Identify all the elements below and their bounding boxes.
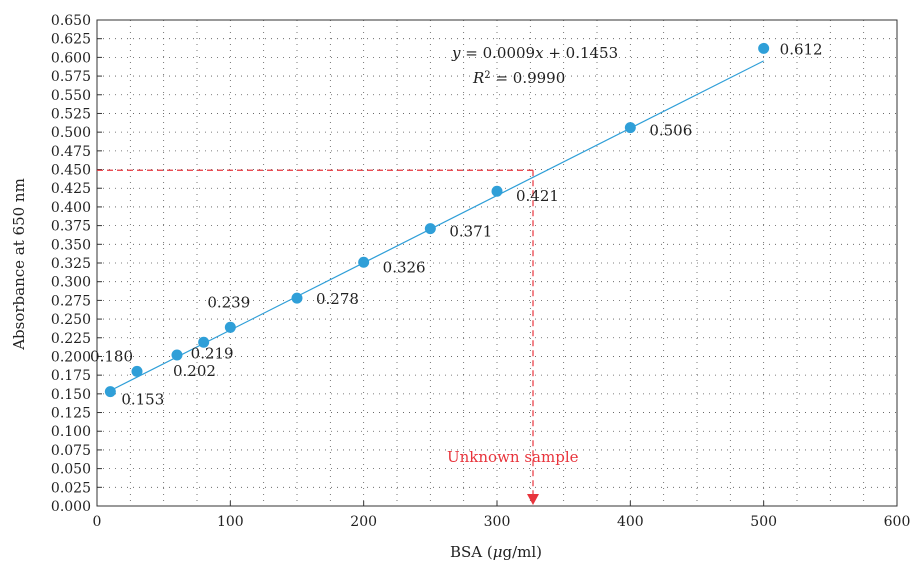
data-point	[131, 365, 143, 377]
y-axis-ticks: 0.000 0.025 0.050 0.075 0.100 0.125 0.150 0.175…	[51, 13, 102, 515]
y-tick-label: 0.625	[51, 32, 91, 48]
data-point	[198, 336, 210, 348]
y-tick-label: 0.225	[51, 331, 91, 347]
y-tick-label: 0.175	[51, 368, 91, 384]
data-point	[358, 256, 370, 268]
y-tick-label: 0.125	[51, 406, 91, 422]
y-tick-label: 0.475	[51, 144, 91, 160]
data-label: 0.202	[173, 362, 216, 380]
x-tick-label: 400	[617, 514, 644, 530]
y-tick-label: 0.550	[51, 88, 91, 104]
y-tick-label: 0.025	[51, 480, 91, 496]
y-tick-label: 0.250	[51, 312, 91, 328]
y-tick-label: 0.650	[51, 13, 91, 29]
y-tick-label: 0.500	[51, 125, 91, 141]
x-axis-ticks: 0 100 200 300 400 500 600	[93, 501, 911, 530]
y-tick-label: 0.325	[51, 256, 91, 272]
data-label: 0.278	[316, 290, 359, 308]
unknown-arrow-head	[527, 494, 539, 505]
data-label: 0.371	[449, 223, 492, 241]
y-tick-label: 0.575	[51, 69, 91, 85]
y-tick-label: 0.100	[51, 424, 91, 440]
x-axis-title: BSA (μg/ml)	[450, 543, 542, 561]
x-tick-label: 300	[484, 514, 511, 530]
y-tick-label: 0.350	[51, 237, 91, 253]
data-point	[624, 122, 636, 134]
y-tick-label: 0.275	[51, 293, 91, 309]
y-tick-label: 0.150	[51, 387, 91, 403]
y-axis-title: Absorbance at 650 nm	[10, 178, 28, 351]
data-label: 0.326	[383, 258, 426, 276]
y-tick-label: 0.050	[51, 462, 91, 478]
data-label: 0.421	[516, 187, 559, 205]
unknown-sample-guide	[97, 169, 539, 505]
trendline-equation: y = 0.0009x + 0.1453	[451, 44, 618, 62]
data-label: 0.219	[191, 344, 234, 362]
y-tick-label: 0.425	[51, 181, 91, 197]
data-label: 0.612	[780, 40, 823, 58]
data-point	[104, 386, 116, 398]
unknown-sample-label: Unknown sample	[447, 448, 579, 466]
y-tick-label: 0.000	[51, 499, 91, 515]
y-tick-label: 0.375	[51, 219, 91, 235]
r-squared-label: R2 = 0.9990	[472, 69, 565, 87]
data-points	[104, 42, 770, 398]
y-tick-label: 0.400	[51, 200, 91, 216]
x-tick-label: 500	[750, 514, 777, 530]
data-label: 0.153	[121, 391, 164, 409]
y-tick-label: 0.300	[51, 275, 91, 291]
data-label: 0.239	[207, 293, 250, 311]
y-tick-label: 0.075	[51, 443, 91, 459]
data-point	[224, 321, 236, 333]
data-point	[491, 185, 503, 197]
data-point	[291, 292, 303, 304]
y-tick-label: 0.525	[51, 106, 91, 122]
data-point	[171, 349, 183, 361]
x-tick-label: 200	[350, 514, 377, 530]
trendline	[110, 60, 764, 392]
data-label: 0.506	[649, 122, 692, 140]
y-tick-label: 0.200	[51, 349, 91, 365]
y-tick-label: 0.450	[51, 163, 91, 179]
data-point	[758, 42, 770, 54]
data-label: 0.180	[90, 347, 133, 365]
data-point	[424, 223, 436, 235]
y-tick-label: 0.600	[51, 50, 91, 66]
x-tick-label: 600	[884, 514, 911, 530]
x-tick-label: 0	[93, 514, 102, 530]
x-tick-label: 100	[217, 514, 244, 530]
grid	[97, 20, 897, 506]
